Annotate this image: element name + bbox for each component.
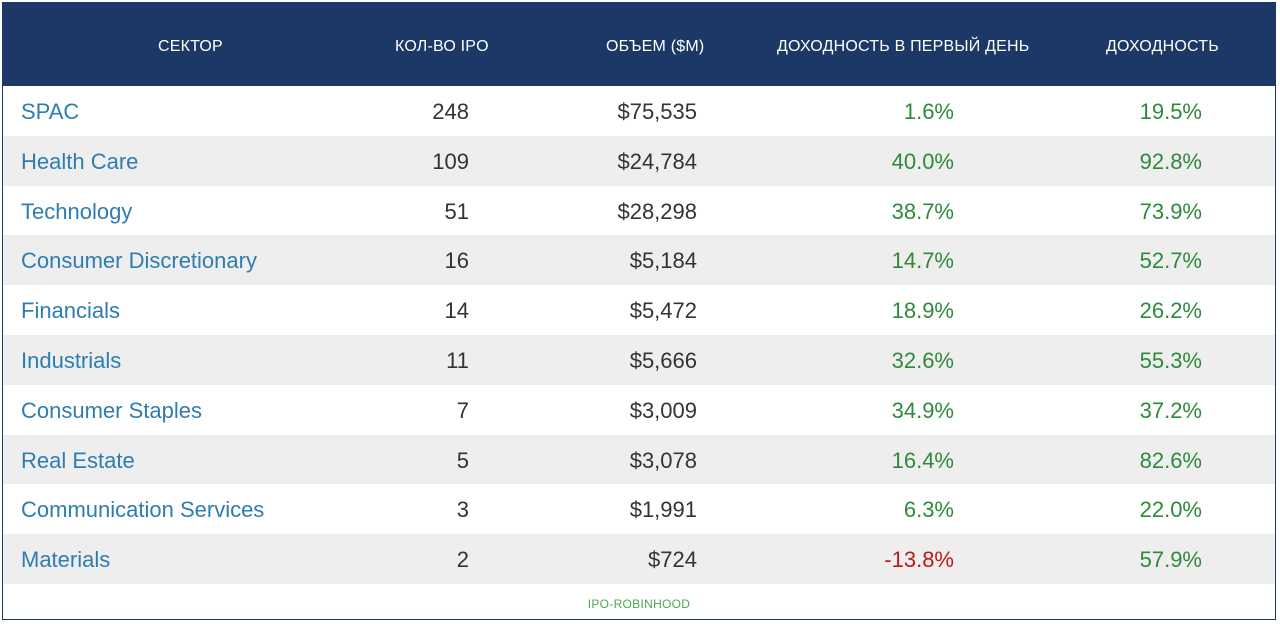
table-row: Financials 14 $5,472 18.9% 26.2% [3, 285, 1275, 335]
cell-first-day-return: 14.7% [891, 248, 954, 274]
table-row: Consumer Discretionary 16 $5,184 14.7% 5… [3, 235, 1275, 286]
cell-first-day-return: 40.0% [891, 148, 954, 174]
cell-return: 37.2% [1139, 397, 1202, 423]
cell-volume: $1,991 [629, 497, 697, 523]
cell-first-day-return: 16.4% [891, 447, 954, 473]
cell-count: 248 [432, 99, 469, 124]
cell-sector: Industrials [21, 347, 122, 373]
header-sector: СЕКТОР [158, 38, 223, 55]
header-count: КОЛ-ВО IPO [395, 38, 489, 55]
cell-sector: Real Estate [21, 447, 135, 473]
cell-count: 16 [444, 248, 469, 274]
cell-return: 55.3% [1139, 347, 1202, 373]
cell-volume: $28,298 [617, 198, 697, 224]
cell-return: 19.5% [1139, 99, 1202, 124]
cell-return: 26.2% [1139, 298, 1202, 324]
cell-sector: SPAC [21, 99, 80, 124]
cell-volume: $5,666 [629, 347, 697, 373]
cell-return: 52.7% [1139, 248, 1202, 274]
cell-first-day-return: 38.7% [891, 198, 954, 224]
cell-sector: Financials [21, 298, 121, 324]
cell-sector: Consumer Staples [21, 397, 202, 423]
cell-volume: $724 [648, 547, 697, 573]
table-row: Materials 2 $724 -13.8% 57.9% [3, 534, 1275, 584]
header-return: ДОХОДНОСТЬ [1106, 38, 1219, 55]
cell-return: 22.0% [1139, 497, 1202, 523]
cell-first-day-return: 6.3% [903, 497, 954, 523]
cell-count: 2 [456, 547, 469, 573]
cell-count: 51 [444, 198, 469, 224]
cell-volume: $5,472 [629, 298, 697, 324]
cell-volume: $75,535 [617, 99, 697, 124]
header-first-day-return: ДОХОДНОСТЬ В ПЕРВЫЙ ДЕНЬ [777, 38, 1030, 55]
cell-first-day-return: 32.6% [891, 347, 954, 373]
cell-count: 11 [446, 347, 469, 373]
header-volume: ОБЪЕМ ($M) [606, 38, 705, 55]
table-row: Industrials 11 $5,666 32.6% 55.3% [3, 334, 1275, 385]
cell-first-day-return: 1.6% [903, 99, 954, 124]
table-row: Health Care 109 $24,784 40.0% 92.8% [3, 135, 1275, 186]
cell-first-day-return: 34.9% [891, 397, 954, 423]
cell-return: 92.8% [1139, 148, 1202, 174]
cell-sector: Consumer Discretionary [21, 248, 257, 274]
cell-sector: Materials [21, 547, 111, 573]
cell-count: 3 [456, 497, 469, 523]
cell-count: 5 [456, 447, 469, 473]
cell-count: 14 [444, 298, 469, 324]
cell-first-day-return: -13.8% [884, 547, 954, 573]
cell-return: 82.6% [1139, 447, 1202, 473]
cell-count: 7 [456, 397, 469, 423]
cell-return: 57.9% [1139, 547, 1202, 573]
cell-first-day-return: 18.9% [891, 298, 954, 324]
cell-volume: $24,784 [617, 148, 697, 174]
cell-volume: $3,078 [629, 447, 697, 473]
cell-volume: $3,009 [629, 397, 697, 423]
table-body: SPAC 248 $75,535 1.6% 19.5% Health Care … [3, 86, 1275, 584]
table-header: СЕКТОР КОЛ-ВО IPO ОБЪЕМ ($M) ДОХОДНОСТЬ … [3, 3, 1275, 86]
table-row: Technology 51 $28,298 38.7% 73.9% [3, 186, 1275, 236]
table-row: Consumer Staples 7 $3,009 34.9% 37.2% [3, 385, 1275, 435]
cell-return: 73.9% [1139, 198, 1202, 224]
cell-count: 109 [432, 148, 469, 174]
table-row: Real Estate 5 $3,078 16.4% 82.6% [3, 434, 1275, 485]
table-row: SPAC 248 $75,535 1.6% 19.5% [3, 86, 1275, 136]
cell-sector: Technology [21, 198, 133, 224]
cell-sector: Communication Services [21, 497, 265, 523]
cell-volume: $5,184 [629, 248, 697, 274]
table-row: Communication Services 3 $1,991 6.3% 22.… [3, 484, 1275, 534]
cell-sector: Health Care [21, 148, 139, 174]
source-caption: IPO-ROBINHOOD [587, 597, 691, 611]
